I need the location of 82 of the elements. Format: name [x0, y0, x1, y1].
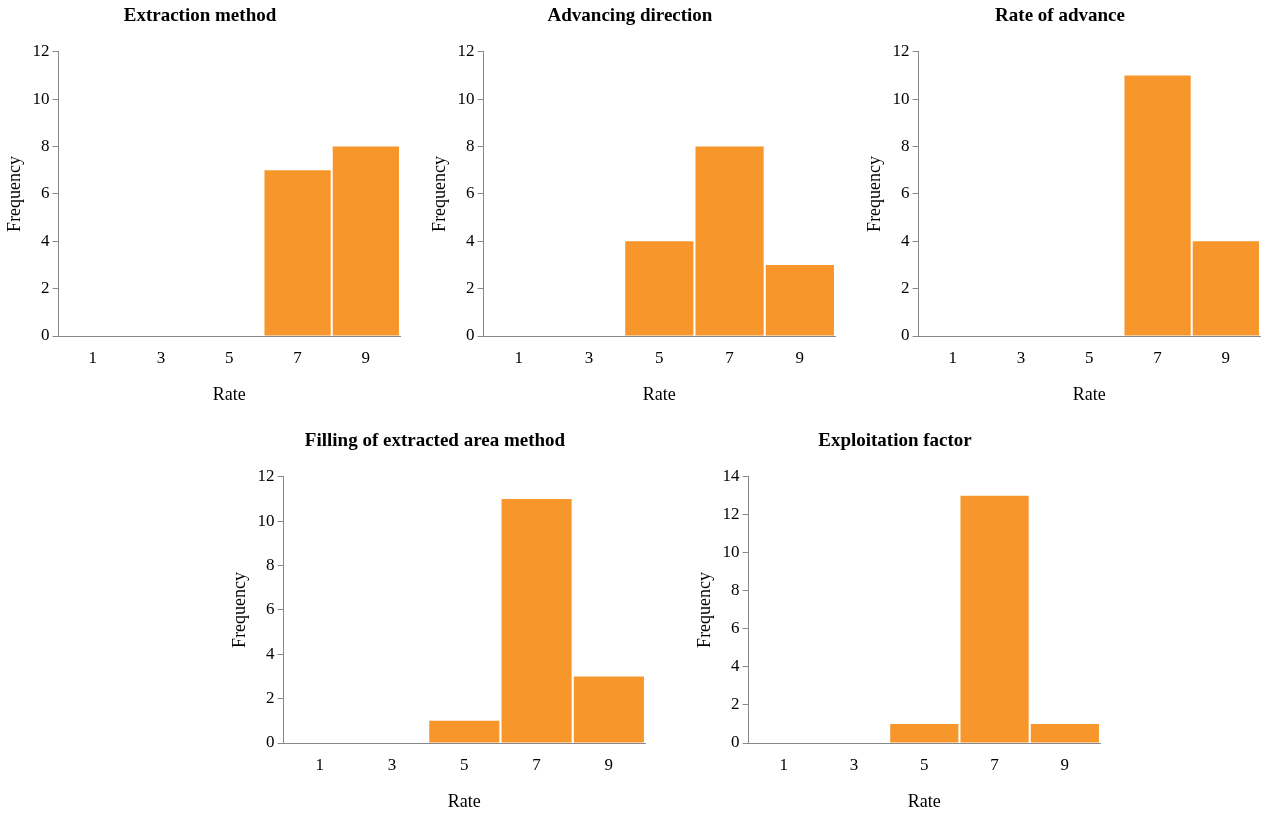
x-tick-label: 7	[725, 347, 735, 367]
x-tick-label: 1	[88, 347, 97, 367]
x-tick-label: 3	[849, 754, 859, 774]
x-tick-label: 9	[795, 347, 805, 367]
y-tick-label: 6	[731, 618, 740, 638]
y-tick-label: 2	[266, 688, 275, 708]
x-tick-label: 5	[225, 347, 234, 367]
x-tick-label: 1	[948, 347, 957, 367]
y-tick-label: 4	[266, 643, 276, 663]
y-tick-label: 12	[722, 504, 740, 524]
x-axis-title: Rate	[212, 383, 246, 404]
y-tick-label: 8	[466, 136, 475, 155]
x-tick-label: 9	[1060, 754, 1070, 774]
y-tick-label: 14	[722, 466, 741, 486]
y-tick-label: 0	[266, 732, 275, 752]
y-tick-label: 4	[466, 230, 476, 250]
y-tick-label: 4	[41, 230, 51, 250]
chart-title: Extraction method	[123, 4, 277, 26]
x-tick-label: 5	[1085, 347, 1094, 367]
y-tick-label: 0	[901, 325, 910, 345]
x-tick-label: 7	[532, 754, 542, 774]
y-tick-label: 8	[731, 580, 740, 600]
y-tick-label: 12	[32, 41, 50, 61]
y-tick-label: 8	[266, 555, 275, 574]
x-tick-label: 3	[584, 347, 594, 367]
y-tick-label: 2	[466, 278, 475, 298]
x-axis-title: Rate	[1072, 383, 1106, 404]
chart-title: Advancing direction	[547, 4, 713, 26]
x-tick-label: 9	[1221, 347, 1231, 367]
y-axis-title: Frequency	[863, 155, 884, 232]
x-tick-label: 1	[779, 754, 788, 774]
y-axis-title: Frequency	[3, 155, 24, 232]
y-tick-label: 6	[901, 183, 910, 203]
bar	[625, 241, 694, 336]
y-tick-label: 10	[457, 88, 475, 108]
x-axis-title: Rate	[447, 790, 481, 811]
x-tick-label: 3	[1016, 347, 1026, 367]
x-tick-label: 7	[293, 347, 303, 367]
y-tick-label: 4	[731, 656, 741, 676]
x-tick-label: 5	[460, 754, 469, 774]
x-tick-label: 3	[156, 347, 166, 367]
bar	[695, 146, 764, 336]
y-tick-label: 6	[41, 183, 50, 203]
y-tick-label: 0	[731, 732, 740, 752]
y-tick-label: 4	[901, 230, 911, 250]
y-tick-label: 12	[257, 466, 275, 486]
bar	[501, 498, 572, 743]
x-tick-label: 5	[920, 754, 929, 774]
y-tick-label: 0	[466, 325, 475, 345]
y-tick-label: 12	[892, 41, 910, 61]
y-axis-title: Frequency	[228, 571, 249, 648]
y-tick-label: 6	[466, 183, 475, 203]
y-tick-label: 12	[457, 41, 475, 61]
x-tick-label: 1	[514, 347, 523, 367]
chart-title: Rate of advance	[995, 4, 1125, 26]
y-tick-label: 10	[32, 88, 50, 108]
chart-title: Exploitation factor	[818, 429, 973, 451]
x-tick-label: 9	[361, 347, 371, 367]
y-tick-label: 10	[722, 542, 740, 562]
bar	[765, 264, 834, 336]
x-tick-label: 7	[1153, 347, 1163, 367]
y-tick-label: 2	[731, 694, 740, 714]
x-tick-label: 3	[387, 754, 397, 774]
x-axis-title: Rate	[642, 383, 676, 404]
y-axis-title: Frequency	[693, 571, 714, 648]
y-tick-label: 10	[892, 88, 910, 108]
y-tick-label: 0	[41, 325, 50, 345]
y-tick-label: 2	[41, 278, 50, 298]
y-tick-label: 2	[901, 278, 910, 298]
x-axis-title: Rate	[907, 790, 941, 811]
y-tick-label: 8	[41, 136, 50, 155]
y-tick-label: 6	[266, 599, 275, 619]
x-tick-label: 9	[604, 754, 614, 774]
bar	[429, 720, 500, 743]
y-tick-label: 8	[901, 136, 910, 155]
x-tick-label: 1	[315, 754, 324, 774]
chart-title: Filling of extracted area method	[304, 429, 566, 451]
x-tick-label: 7	[990, 754, 1000, 774]
y-tick-label: 10	[257, 510, 275, 530]
x-tick-label: 5	[655, 347, 664, 367]
y-axis-title: Frequency	[428, 155, 449, 232]
bar	[573, 676, 644, 743]
